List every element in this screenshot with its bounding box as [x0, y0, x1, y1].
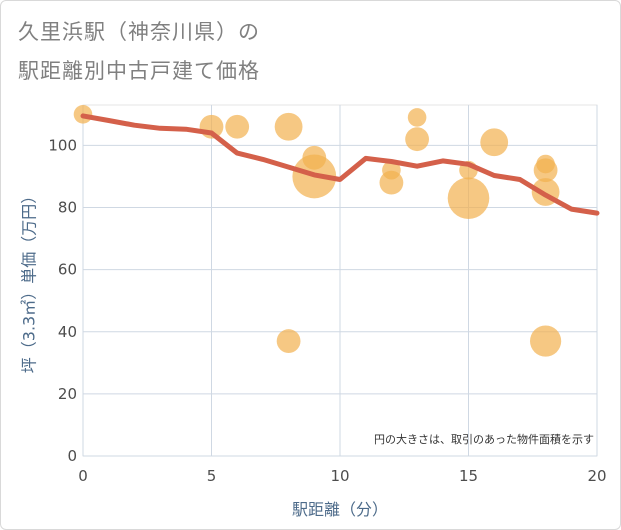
y-tick-label: 60	[58, 261, 77, 279]
x-tick-labels: 0 5 10 15 20	[78, 467, 606, 485]
x-axis-label: 駅距離（分）	[292, 500, 388, 519]
bubble-size-note: 円の大きさは、取引のあった物件面積を示す	[374, 432, 594, 446]
data-bubble	[276, 329, 301, 353]
data-bubble	[405, 127, 429, 152]
y-tick-labels: 0 20 40 60 80 100	[48, 136, 77, 465]
data-bubble	[274, 112, 303, 141]
data-bubble	[530, 325, 562, 357]
grid-lines	[82, 105, 598, 457]
x-tick-label: 0	[78, 467, 88, 485]
chart-title-line-2: 駅距離別中古戸建て価格	[18, 59, 260, 83]
data-bubble	[225, 114, 250, 139]
trend-line	[80, 113, 600, 216]
data-bubble	[447, 177, 490, 219]
y-tick-label: 40	[58, 323, 77, 341]
data-bubble	[407, 108, 427, 127]
y-tick-label: 100	[48, 136, 77, 154]
chart-title-line-1: 久里浜駅（神奈川県）の	[18, 20, 260, 44]
x-tick-label: 20	[587, 467, 606, 485]
y-tick-label: 80	[58, 199, 77, 217]
x-tick-label: 15	[459, 467, 478, 485]
y-axis-label: 坪（3.3㎡）単価（万円）	[20, 188, 39, 373]
data-bubble	[533, 158, 558, 183]
y-tick-label: 0	[67, 447, 77, 465]
data-bubble	[480, 128, 509, 157]
y-tick-label: 20	[58, 385, 77, 403]
x-tick-label: 5	[207, 467, 217, 485]
x-tick-label: 10	[330, 467, 349, 485]
data-bubble	[379, 170, 404, 195]
